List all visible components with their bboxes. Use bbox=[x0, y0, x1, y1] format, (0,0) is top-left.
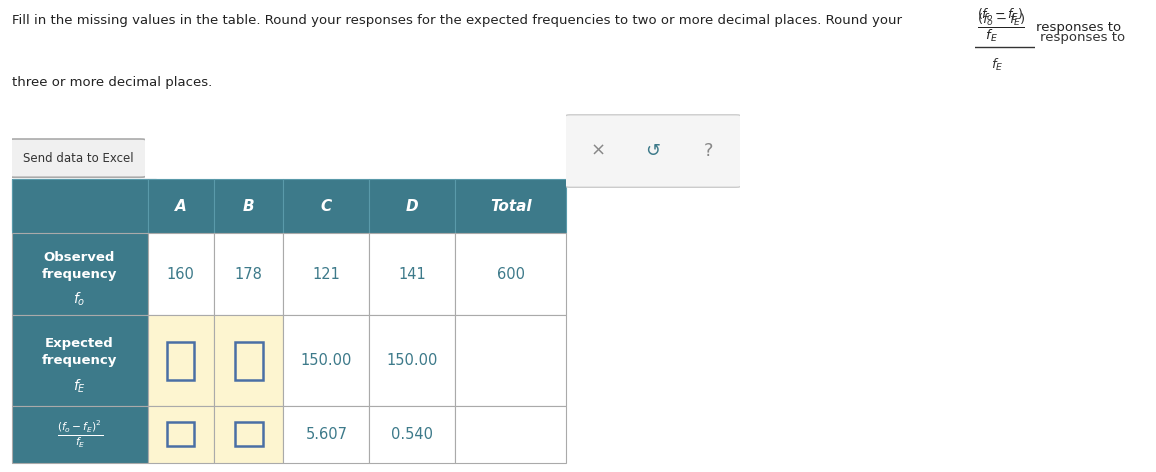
Bar bbox=[283, 315, 370, 406]
Bar bbox=[235, 342, 262, 379]
Bar bbox=[283, 406, 370, 463]
Bar bbox=[12, 406, 148, 463]
Text: 0.540: 0.540 bbox=[392, 427, 434, 442]
Bar bbox=[283, 233, 370, 315]
Text: Observed
frequency: Observed frequency bbox=[42, 251, 117, 281]
Text: Total: Total bbox=[490, 199, 532, 214]
Text: D: D bbox=[406, 199, 418, 214]
Text: 121: 121 bbox=[312, 267, 340, 282]
Bar bbox=[168, 342, 194, 379]
Text: $(f_o - f_E)$: $(f_o - f_E)$ bbox=[977, 7, 1023, 23]
Bar bbox=[370, 233, 455, 315]
Bar bbox=[370, 406, 455, 463]
Text: ×: × bbox=[590, 142, 606, 160]
Bar bbox=[455, 179, 566, 233]
Bar bbox=[12, 179, 148, 233]
FancyBboxPatch shape bbox=[8, 139, 147, 177]
Text: $f_o$: $f_o$ bbox=[73, 291, 86, 308]
Bar bbox=[455, 406, 566, 463]
Bar bbox=[214, 406, 283, 463]
Bar bbox=[235, 422, 262, 446]
Text: three or more decimal places.: three or more decimal places. bbox=[12, 76, 212, 89]
Text: Expected
frequency: Expected frequency bbox=[42, 337, 117, 367]
Bar bbox=[12, 233, 148, 315]
Text: responses to: responses to bbox=[1040, 31, 1126, 44]
Text: $\overline{\ \ f_E\ \ \ \ \ \ }$: $\overline{\ \ f_E\ \ \ \ \ \ }$ bbox=[977, 26, 1024, 44]
Text: responses to: responses to bbox=[1036, 21, 1121, 34]
Text: 160: 160 bbox=[166, 267, 194, 282]
Bar bbox=[12, 179, 156, 230]
Text: 141: 141 bbox=[399, 267, 427, 282]
Text: 5.607: 5.607 bbox=[305, 427, 348, 442]
Bar bbox=[283, 179, 370, 233]
Text: $(f_o-f_E)$: $(f_o-f_E)$ bbox=[977, 12, 1025, 28]
Text: 600: 600 bbox=[497, 267, 525, 282]
Bar bbox=[455, 315, 566, 406]
Text: 150.00: 150.00 bbox=[387, 353, 438, 368]
Bar bbox=[214, 315, 283, 406]
Bar bbox=[370, 315, 455, 406]
Bar bbox=[148, 315, 214, 406]
Bar bbox=[148, 179, 214, 233]
FancyBboxPatch shape bbox=[564, 115, 742, 187]
Text: B: B bbox=[243, 199, 254, 214]
Text: $\frac{(f_o-f_E)^2}{f_E}$: $\frac{(f_o-f_E)^2}{f_E}$ bbox=[57, 419, 103, 450]
Bar bbox=[148, 406, 214, 463]
Text: 178: 178 bbox=[235, 267, 262, 282]
Bar bbox=[455, 233, 566, 315]
Text: ?: ? bbox=[704, 142, 713, 160]
Text: A: A bbox=[175, 199, 186, 214]
Text: $f_E$: $f_E$ bbox=[991, 57, 1003, 73]
Text: C: C bbox=[321, 199, 332, 214]
Bar bbox=[148, 233, 214, 315]
Bar bbox=[168, 422, 194, 446]
Text: Send data to Excel: Send data to Excel bbox=[23, 152, 133, 165]
Bar bbox=[12, 315, 148, 406]
Text: 150.00: 150.00 bbox=[301, 353, 353, 368]
Bar bbox=[214, 233, 283, 315]
Text: ↺: ↺ bbox=[645, 142, 661, 160]
Text: $f_E$: $f_E$ bbox=[73, 378, 86, 395]
Bar bbox=[214, 179, 283, 233]
Text: Fill in the missing values in the table. Round your responses for the expected f: Fill in the missing values in the table.… bbox=[12, 14, 902, 27]
Bar bbox=[370, 179, 455, 233]
